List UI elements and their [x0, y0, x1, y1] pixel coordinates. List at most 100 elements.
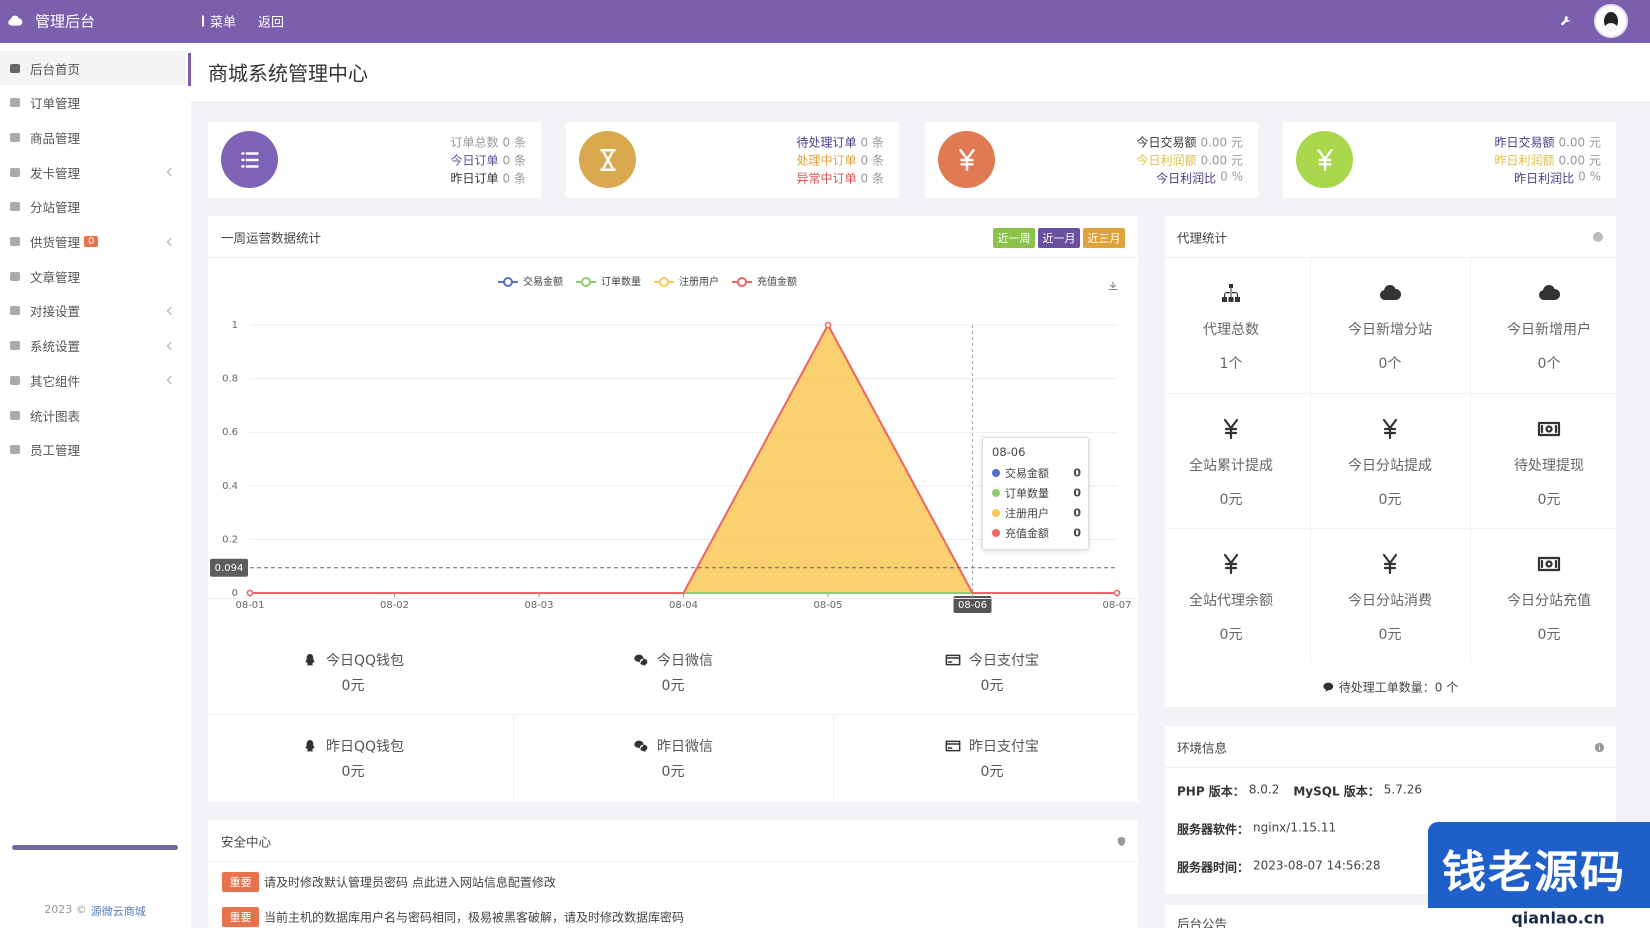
back-label: 返回 [258, 15, 285, 31]
payment-value: 0元 [980, 678, 1004, 694]
sidebar-item[interactable]: 文章管理 [0, 259, 186, 293]
sidebar-scroll [12, 845, 178, 850]
env-info-icon-glyph [1594, 742, 1604, 752]
sidebar-icon [10, 63, 20, 73]
tooltip-value: 0 [1073, 486, 1081, 500]
sidebar-icon [10, 202, 20, 212]
stat-label: 处理中订单 [796, 153, 857, 168]
stat-label: 异常中订单 [796, 171, 857, 186]
agent-label: 今日新增用户 [1507, 322, 1591, 338]
agent-value: 0元 [1219, 627, 1243, 643]
top-bar: 管理后台 菜单 返回 [0, 0, 1650, 43]
payment-icon-glyph-glyph [305, 740, 315, 752]
security-icon [1117, 836, 1125, 846]
sidebar-icon [10, 167, 20, 177]
env-value: nginx/1.15.11 [1253, 820, 1337, 835]
sidebar-label: 对接设置 [30, 304, 81, 320]
tooltip-name: 交易金额 [1005, 467, 1049, 480]
security-tag: 重要 [222, 872, 259, 892]
watermark: 钱老源码 qianlao.cn [1428, 822, 1650, 928]
tooltip: 08-06 交易金额 0 订单数量 0 注册用户 0 充值金额 0 [982, 437, 1089, 550]
agent-label: 全站代理余额 [1189, 593, 1273, 609]
sidebar-label: 发卡管理 [30, 165, 81, 181]
agent-icon [1379, 284, 1402, 301]
security-text[interactable]: 请及时修改默认管理员密码 点此进入网站信息配置修改 [264, 875, 556, 890]
menu-button[interactable]: 菜单 [202, 12, 236, 31]
payment-name: 今日支付宝 [969, 653, 1039, 669]
avatar-body [1605, 23, 1617, 32]
stat-value: 0 % [1220, 169, 1243, 184]
x-label-highlight [953, 596, 992, 613]
sidebar-item[interactable]: 后台首页 [0, 51, 186, 85]
y-tick-label: 0.2 [222, 534, 238, 545]
security-tag-label: 重要 [229, 911, 252, 924]
watermark-stripe [1428, 908, 1650, 928]
sidebar-icon [10, 132, 20, 142]
stat-icon-glyph-glyph [958, 148, 975, 171]
sidebar-item[interactable]: 员工管理 [0, 433, 186, 467]
sidebar-chevron [166, 306, 176, 316]
avatar[interactable] [1594, 4, 1628, 38]
agent-icon-glyph [1223, 553, 1239, 575]
sidebar-icon [10, 98, 20, 108]
agent-divider [1470, 258, 1471, 663]
payment-value: 0元 [661, 764, 685, 780]
env-title: 环境信息 [1177, 740, 1228, 756]
legend-label: 交易金额 [523, 275, 563, 288]
tooltip-dot [992, 529, 1000, 537]
tooltip-name: 充值金额 [1005, 527, 1049, 540]
agent-divider [1165, 393, 1616, 394]
copyright: 2023 © [44, 903, 87, 916]
payment-label: 昨日支付宝 [945, 736, 1039, 756]
env-label: 服务器软件： [1177, 822, 1250, 837]
sidebar-item[interactable]: 订单管理 [0, 86, 186, 120]
agent-toggle[interactable] [1593, 232, 1603, 242]
payment-label: 今日支付宝 [945, 650, 1039, 670]
agent-icon-glyph [1379, 284, 1402, 301]
stat-value: 0 条 [502, 153, 526, 168]
sidebar-chevron [166, 237, 176, 246]
stat-icon-glyph [599, 148, 616, 171]
sidebar-item[interactable]: 对接设置 [0, 294, 186, 328]
env-info-icon [1594, 742, 1604, 752]
chat-icon [1322, 681, 1335, 694]
brand: 管理后台 [35, 12, 96, 31]
agent-icon [1223, 418, 1239, 439]
stat-row: 异常中订单 0 条 [797, 170, 884, 187]
payment-icon-glyph-glyph [945, 654, 961, 666]
range-button[interactable]: 近三月 [1083, 228, 1125, 248]
sidebar-item[interactable]: 发卡管理 [0, 155, 186, 189]
agent-icon-glyph [1382, 418, 1398, 439]
sidebar-item[interactable]: 其它组件 [0, 363, 186, 397]
security-text[interactable]: 当前主机的数据库用户名与密码相同，极易被黑客破解，请及时修改数据库密码 [264, 910, 685, 925]
footer-link[interactable]: 源微云商城 [90, 905, 146, 918]
tooltip-name: 订单数量 [1005, 487, 1049, 500]
chat-icon-glyph-glyph [1323, 682, 1334, 692]
security-tag-label: 重要 [229, 876, 252, 889]
agent-icon [1537, 556, 1561, 572]
stat-icon-glyph [240, 151, 259, 168]
stat-icon-glyph [1316, 148, 1333, 171]
range-button[interactable]: 近一周 [993, 228, 1035, 248]
payment-label: 昨日QQ钱包 [302, 736, 404, 756]
range-button[interactable]: 近一月 [1038, 228, 1080, 248]
back-button[interactable]: 返回 [254, 12, 284, 31]
sidebar-icon [10, 237, 20, 246]
stat-value: 0 条 [502, 171, 526, 186]
sidebar-item[interactable]: 统计图表 [0, 398, 186, 432]
download-icon [1108, 281, 1118, 291]
payment-icon-glyph [945, 740, 961, 752]
agent-footer-text: 待处理工单数量：0 个 [1338, 680, 1459, 695]
sidebar-label: 文章管理 [30, 269, 81, 285]
payment-name: 今日微信 [657, 653, 713, 669]
sidebar-item[interactable]: 分站管理 [0, 190, 186, 224]
legend-marker [659, 277, 669, 287]
tooltip-value: 0 [1073, 526, 1081, 540]
menu-dots [202, 15, 204, 27]
sidebar-item[interactable]: 供货管理 0 [0, 225, 186, 259]
legend-label: 注册用户 [679, 275, 719, 288]
mark-line-label-bg [210, 558, 248, 577]
sidebar-item[interactable]: 系统设置 [0, 329, 186, 363]
agent-label: 待处理提现 [1514, 457, 1584, 474]
sidebar-item[interactable]: 商品管理 [0, 120, 186, 154]
